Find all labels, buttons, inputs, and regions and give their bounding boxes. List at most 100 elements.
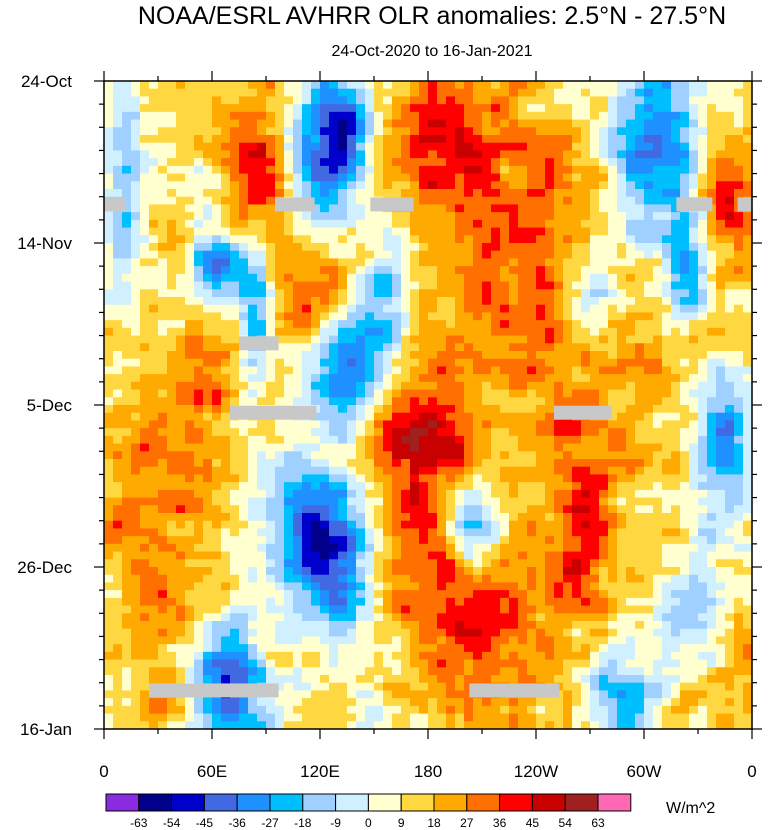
- anomaly-cell: [347, 606, 357, 614]
- anomaly-cell: [446, 112, 456, 120]
- anomaly-cell: [563, 575, 573, 583]
- anomaly-cell: [653, 552, 663, 560]
- anomaly-cell: [284, 598, 294, 606]
- anomaly-cell: [644, 498, 654, 506]
- anomaly-cell: [482, 544, 492, 552]
- anomaly-cell: [518, 312, 528, 320]
- anomaly-cell: [167, 366, 177, 374]
- anomaly-cell: [392, 382, 402, 390]
- anomaly-cell: [491, 104, 501, 112]
- anomaly-cell: [608, 559, 618, 567]
- anomaly-cell: [644, 81, 654, 89]
- anomaly-cell: [653, 474, 663, 482]
- anomaly-cell: [554, 582, 564, 590]
- anomaly-cell: [401, 536, 411, 544]
- anomaly-cell: [581, 544, 591, 552]
- anomaly-cell: [698, 482, 708, 490]
- anomaly-cell: [698, 328, 708, 336]
- anomaly-cell: [176, 336, 186, 344]
- anomaly-cell: [293, 498, 303, 506]
- anomaly-cell: [293, 274, 303, 282]
- anomaly-cell: [212, 181, 222, 189]
- anomaly-cell: [275, 297, 285, 305]
- anomaly-cell: [599, 328, 609, 336]
- anomaly-cell: [608, 235, 618, 243]
- anomaly-cell: [239, 243, 249, 251]
- anomaly-cell: [122, 374, 132, 382]
- anomaly-cell: [203, 451, 213, 459]
- anomaly-cell: [545, 552, 555, 560]
- anomaly-cell: [392, 312, 402, 320]
- anomaly-cell: [680, 428, 690, 436]
- anomaly-cell: [500, 575, 510, 583]
- anomaly-cell: [329, 498, 339, 506]
- anomaly-cell: [563, 336, 573, 344]
- anomaly-cell: [194, 451, 204, 459]
- anomaly-cell: [302, 174, 312, 182]
- anomaly-cell: [635, 582, 645, 590]
- anomaly-cell: [680, 559, 690, 567]
- anomaly-cell: [293, 81, 303, 89]
- anomaly-cell: [653, 382, 663, 390]
- anomaly-cell: [725, 544, 735, 552]
- anomaly-cell: [185, 428, 195, 436]
- anomaly-cell: [437, 482, 447, 490]
- anomaly-cell: [500, 505, 510, 513]
- anomaly-cell: [671, 390, 681, 398]
- anomaly-cell: [158, 120, 168, 128]
- anomaly-cell: [527, 582, 537, 590]
- anomaly-cell: [167, 397, 177, 405]
- anomaly-cell: [491, 220, 501, 228]
- anomaly-cell: [446, 521, 456, 529]
- anomaly-cell: [374, 297, 384, 305]
- anomaly-cell: [311, 220, 321, 228]
- anomaly-cell: [104, 328, 114, 336]
- anomaly-cell: [194, 104, 204, 112]
- anomaly-cell: [662, 559, 672, 567]
- anomaly-cell: [347, 521, 357, 529]
- anomaly-cell: [419, 328, 429, 336]
- anomaly-cell: [662, 274, 672, 282]
- anomaly-cell: [473, 158, 483, 166]
- anomaly-cell: [680, 220, 690, 228]
- anomaly-cell: [293, 174, 303, 182]
- anomaly-cell: [329, 297, 339, 305]
- anomaly-cell: [734, 359, 744, 367]
- anomaly-cell: [482, 228, 492, 236]
- anomaly-cell: [158, 405, 168, 413]
- anomaly-cell: [221, 374, 231, 382]
- anomaly-cell: [698, 320, 708, 328]
- anomaly-cell: [554, 374, 564, 382]
- anomaly-cell: [428, 397, 438, 405]
- anomaly-cell: [401, 528, 411, 536]
- anomaly-cell: [482, 482, 492, 490]
- anomaly-cell: [653, 305, 663, 313]
- anomaly-cell: [347, 305, 357, 313]
- anomaly-cell: [320, 552, 330, 560]
- anomaly-cell: [536, 528, 546, 536]
- anomaly-cell: [194, 343, 204, 351]
- anomaly-cell: [509, 297, 519, 305]
- anomaly-cell: [149, 444, 159, 452]
- anomaly-cell: [356, 436, 366, 444]
- anomaly-cell: [527, 498, 537, 506]
- anomaly-cell: [320, 96, 330, 104]
- anomaly-cell: [473, 204, 483, 212]
- anomaly-cell: [392, 127, 402, 135]
- anomaly-cell: [230, 104, 240, 112]
- anomaly-cell: [689, 420, 699, 428]
- anomaly-cell: [185, 197, 195, 205]
- anomaly-cell: [653, 351, 663, 359]
- anomaly-cell: [383, 366, 393, 374]
- anomaly-cell: [131, 235, 141, 243]
- anomaly-cell: [743, 490, 753, 498]
- anomaly-cell: [689, 150, 699, 158]
- anomaly-cell: [644, 359, 654, 367]
- anomaly-cell: [734, 366, 744, 374]
- anomaly-cell: [113, 297, 123, 305]
- anomaly-cell: [221, 96, 231, 104]
- anomaly-cell: [509, 212, 519, 220]
- anomaly-cell: [473, 490, 483, 498]
- anomaly-cell: [356, 382, 366, 390]
- anomaly-cell: [527, 606, 537, 614]
